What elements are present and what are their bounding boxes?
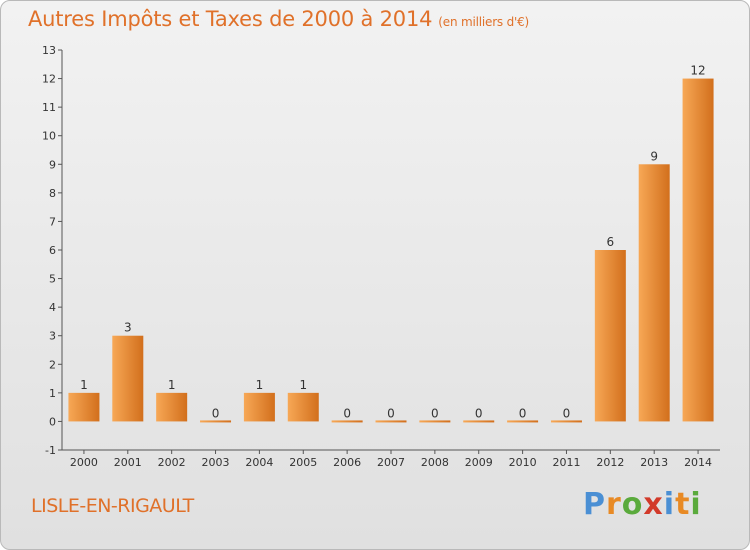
value-label: 0 bbox=[519, 406, 527, 420]
value-label: 1 bbox=[256, 378, 264, 392]
x-tick-label: 2013 bbox=[640, 456, 668, 469]
y-tick-label: 9 bbox=[49, 158, 56, 171]
bar bbox=[507, 420, 539, 423]
commune-name: LISLE-EN-RIGAULT bbox=[31, 495, 194, 517]
x-tick-label: 2004 bbox=[245, 456, 273, 469]
value-label: 0 bbox=[343, 406, 351, 420]
bar bbox=[463, 420, 495, 423]
x-tick-label: 2006 bbox=[333, 456, 361, 469]
value-label: 0 bbox=[475, 406, 483, 420]
x-tick-label: 2012 bbox=[596, 456, 624, 469]
bar bbox=[68, 392, 100, 422]
chart-title: Autres Impôts et Taxes de 2000 à 2014 (en… bbox=[28, 7, 529, 31]
brand-letter: o bbox=[621, 487, 644, 522]
bar bbox=[419, 420, 451, 423]
bar bbox=[682, 78, 714, 422]
brand-letter: i bbox=[690, 487, 702, 522]
bar bbox=[112, 335, 144, 422]
x-tick-label: 2003 bbox=[202, 456, 230, 469]
value-label: 1 bbox=[80, 378, 88, 392]
bar bbox=[638, 164, 670, 422]
value-label: 0 bbox=[212, 406, 220, 420]
value-label: 12 bbox=[690, 64, 705, 78]
bar bbox=[375, 420, 407, 423]
value-label: 0 bbox=[431, 406, 439, 420]
y-tick-label: 13 bbox=[42, 44, 56, 57]
labels: 2000120013200212003020041200512006020070… bbox=[70, 64, 712, 469]
brand-letter: P bbox=[583, 487, 606, 522]
y-tick-label: 12 bbox=[42, 73, 56, 86]
x-tick-label: 2005 bbox=[289, 456, 317, 469]
y-tick-label: 10 bbox=[42, 130, 56, 143]
brand-letter: x bbox=[643, 487, 664, 522]
x-tick-label: 2011 bbox=[552, 456, 580, 469]
value-label: 9 bbox=[650, 149, 658, 163]
bar bbox=[156, 392, 188, 422]
value-label: 1 bbox=[299, 378, 307, 392]
bar bbox=[594, 250, 626, 422]
bar bbox=[200, 420, 232, 423]
x-tick-label: 2009 bbox=[465, 456, 493, 469]
bar bbox=[287, 392, 319, 422]
y-tick-label: 7 bbox=[49, 215, 56, 228]
chart-title-text: Autres Impôts et Taxes de 2000 à 2014 bbox=[28, 7, 433, 31]
x-tick-label: 2007 bbox=[377, 456, 405, 469]
y-tick-label: -1 bbox=[45, 444, 56, 457]
y-tick-label: 2 bbox=[49, 358, 56, 371]
chart-unit: (en milliers d'€) bbox=[438, 15, 530, 29]
x-tick-label: 2010 bbox=[509, 456, 537, 469]
bar bbox=[243, 392, 275, 422]
value-label: 0 bbox=[387, 406, 395, 420]
x-tick-label: 2002 bbox=[158, 456, 186, 469]
y-tick-label: 4 bbox=[49, 301, 56, 314]
value-label: 3 bbox=[124, 321, 132, 335]
value-label: 0 bbox=[563, 406, 571, 420]
brand-letter: r bbox=[606, 487, 622, 522]
value-label: 1 bbox=[168, 378, 176, 392]
x-tick-label: 2008 bbox=[421, 456, 449, 469]
y-tick-label: 6 bbox=[49, 244, 56, 257]
value-label: 6 bbox=[607, 235, 615, 249]
y-tick-label: 8 bbox=[49, 187, 56, 200]
y-tick-label: 11 bbox=[42, 101, 56, 114]
bar bbox=[331, 420, 363, 423]
x-tick-label: 2014 bbox=[684, 456, 712, 469]
brand-letter: t bbox=[675, 487, 691, 522]
brand-letter: i bbox=[663, 487, 676, 522]
bar bbox=[550, 420, 582, 423]
y-tick-label: 3 bbox=[49, 330, 56, 343]
y-tick-label: 0 bbox=[49, 415, 56, 428]
y-tick-label: 1 bbox=[49, 387, 56, 400]
y-tick-label: 5 bbox=[49, 273, 56, 286]
x-tick-label: 2001 bbox=[114, 456, 142, 469]
proxiti-logo: Proxiti bbox=[583, 487, 702, 522]
bars bbox=[68, 78, 714, 423]
x-tick-label: 2000 bbox=[70, 456, 98, 469]
